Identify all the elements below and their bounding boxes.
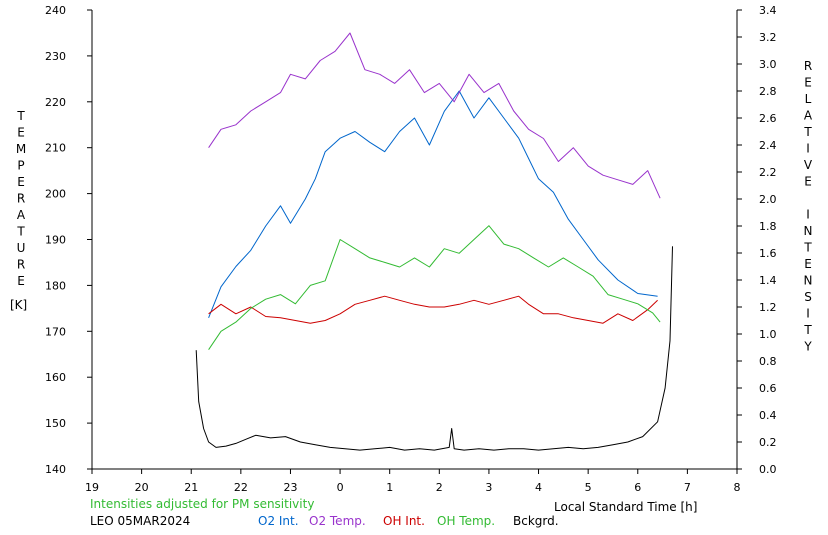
left-tick-label: 160: [45, 371, 66, 384]
right-tick-label: 1.8: [759, 220, 777, 233]
left-tick-label: 190: [45, 234, 66, 247]
right-title-letter: Y: [803, 340, 812, 354]
x-tick-label: 21: [184, 481, 198, 494]
left-tick-label: 230: [45, 50, 66, 63]
legend-item-o2-int: O2 Int.: [258, 514, 299, 528]
right-title-letter: L: [805, 92, 812, 106]
left-title-letter: R: [17, 192, 25, 206]
right-title-letter: V: [804, 158, 813, 172]
x-tick-label: 19: [85, 481, 99, 494]
x-tick-label: 20: [135, 481, 149, 494]
right-tick-label: 0.6: [759, 382, 777, 395]
right-tick-label: 1.4: [759, 274, 777, 287]
right-tick-label: 2.0: [759, 193, 777, 206]
x-tick-label: 23: [283, 481, 297, 494]
right-title-letter: T: [803, 125, 812, 139]
right-tick-label: 2.2: [759, 166, 777, 179]
left-title-letter: U: [17, 241, 26, 255]
x-tick-label: 4: [535, 481, 542, 494]
right-title-letter: N: [804, 224, 813, 238]
series-line-bckgrd: [195, 246, 673, 451]
x-tick-label: 1: [386, 481, 393, 494]
left-tick-label: 170: [45, 325, 66, 338]
right-title-letter: R: [804, 59, 812, 73]
left-title-letter: M: [16, 142, 26, 156]
right-title-letter: I: [806, 142, 810, 156]
x-axis-label: Local Standard Time [h]: [554, 500, 698, 514]
right-tick-label: 0.8: [759, 355, 777, 368]
x-tick-label: 3: [485, 481, 492, 494]
left-tick-label: 210: [45, 142, 66, 155]
series-line-oh-temp: [208, 225, 661, 350]
left-title-letter: E: [17, 126, 25, 140]
x-tick-label: 2: [436, 481, 443, 494]
series-line-o2-temp: [208, 32, 661, 199]
left-title-letter: P: [17, 159, 24, 173]
right-title-letter: I: [806, 307, 810, 321]
series-line-o2-int: [208, 90, 658, 318]
x-tick-label: 0: [337, 481, 344, 494]
right-tick-label: 0.4: [759, 409, 777, 422]
left-tick-label: 180: [45, 279, 66, 292]
left-title-letter: A: [17, 208, 26, 222]
right-tick-label: 3.0: [759, 58, 777, 71]
right-title-letter: E: [804, 257, 812, 271]
left-title-letter: E: [17, 175, 25, 189]
series-layer: [195, 32, 673, 451]
right-title-letter: I: [806, 208, 810, 222]
left-tick-label: 150: [45, 417, 66, 430]
pm-sensitivity-note: Intensities adjusted for PM sensitivity: [90, 497, 315, 511]
x-tick-label: 5: [585, 481, 592, 494]
site-date-label: LEO 05MAR2024: [90, 514, 191, 528]
right-tick-label: 3.2: [759, 31, 777, 44]
axis-lines: [91, 10, 738, 470]
legend-item-bckgrd: Bckgrd.: [513, 514, 559, 528]
right-tick-label: 0.2: [759, 436, 777, 449]
right-title-letter: E: [804, 76, 812, 90]
left-tick-label: 240: [45, 4, 66, 17]
right-tick-label: 2.8: [759, 85, 777, 98]
right-tick-label: 1.2: [759, 301, 777, 314]
right-title-letter: E: [804, 175, 812, 189]
right-tick-label: 0.0: [759, 463, 777, 476]
left-title-letter: R: [17, 258, 25, 272]
right-title-letter: S: [804, 290, 812, 304]
left-axis-unit: [K]: [10, 298, 28, 312]
legend-item-o2-temp: O2 Temp.: [309, 514, 366, 528]
left-title-letter: T: [16, 225, 25, 239]
right-tick-label: 1.6: [759, 247, 777, 260]
x-tick-label: 7: [684, 481, 691, 494]
legend-item-oh-temp: OH Temp.: [437, 514, 496, 528]
left-tick-label: 220: [45, 96, 66, 109]
right-tick-label: 1.0: [759, 328, 777, 341]
x-axis-ticks: 19 20 21 22 23 0 1 2 3 4 5 6 7 8: [85, 469, 741, 494]
left-tick-label: 140: [45, 463, 66, 476]
right-axis-ticks: 0.0 0.2 0.4 0.6 0.8 1.0 1.2 1.4 1.6 1.8 2.0 2.2 2.4 2…: [737, 4, 777, 476]
x-tick-label: 6: [634, 481, 641, 494]
x-tick-label: 8: [734, 481, 741, 494]
series-line-oh-int: [208, 295, 658, 324]
right-tick-label: 2.4: [759, 139, 777, 152]
left-title-letter: E: [17, 274, 25, 288]
left-title-letter: T: [16, 109, 25, 123]
x-tick-label: 22: [234, 481, 248, 494]
left-axis-ticks: 140 150 160 170 180 190 200 210 220 230 240: [45, 4, 92, 476]
right-tick-label: 2.6: [759, 112, 777, 125]
right-title-letter: T: [803, 241, 812, 255]
right-title-letter: T: [803, 323, 812, 337]
left-tick-label: 200: [45, 188, 66, 201]
legend: O2 Int. O2 Temp. OH Int. OH Temp. Bckgrd…: [0, 514, 828, 530]
right-title-letter: A: [804, 109, 813, 123]
right-title-letter: N: [804, 274, 813, 288]
legend-item-oh-int: OH Int.: [383, 514, 425, 528]
right-tick-label: 3.4: [759, 4, 777, 17]
